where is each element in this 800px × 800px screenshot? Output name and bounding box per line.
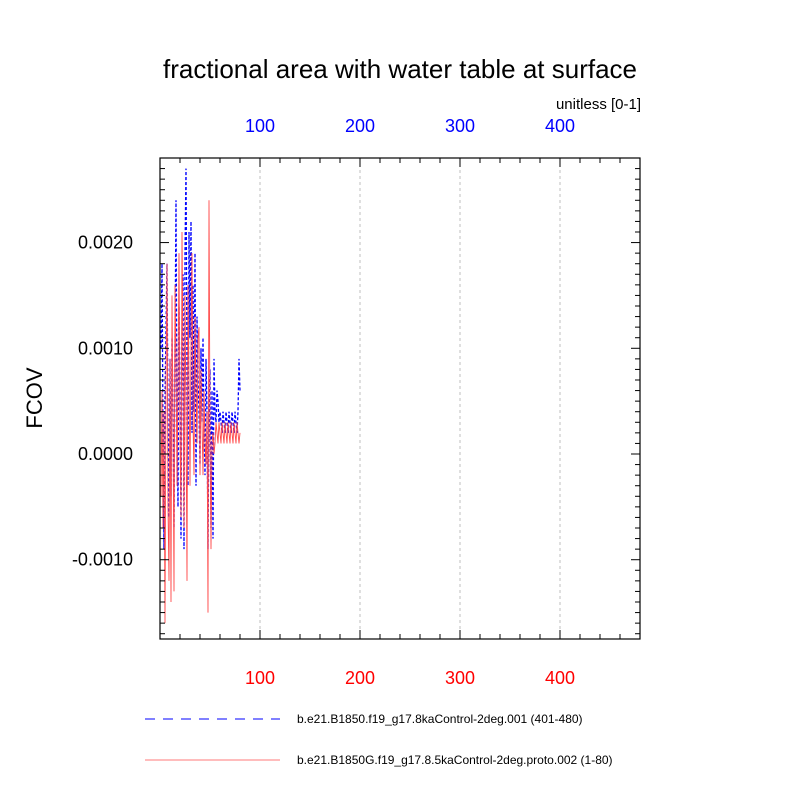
x-tick-label-bottom-100: 100 — [245, 668, 275, 688]
axis-tick-labels: 100 100 200 200 300 300 400 400 -0.0010 0.0000 0.0… — [72, 116, 575, 688]
x-tick-label-top-300: 300 — [445, 116, 475, 136]
grid-lines — [259, 158, 561, 639]
y-tick-label-0: -0.0010 — [72, 550, 133, 570]
legend: b.e21.B1850.f19_g17.8kaControl-2deg.001 … — [145, 712, 613, 767]
x-tick-label-bottom-200: 200 — [345, 668, 375, 688]
series-line-2 — [160, 200, 241, 624]
y-axis-label: FCOV — [22, 367, 47, 428]
y-tick-label-1: 0.0000 — [78, 444, 133, 464]
units-label: unitless [0-1] — [556, 96, 641, 113]
chart-title: fractional area with water table at surf… — [163, 54, 637, 84]
y-tick-label-3: 0.0020 — [78, 233, 133, 253]
x-tick-label-bottom-400: 400 — [545, 668, 575, 688]
axis-ticks — [160, 157, 640, 639]
x-tick-label-top-100: 100 — [245, 116, 275, 136]
x-tick-label-bottom-300: 300 — [445, 668, 475, 688]
x-tick-label-top-200: 200 — [345, 116, 375, 136]
legend-label-series-1: b.e21.B1850.f19_g17.8kaControl-2deg.001 … — [297, 712, 583, 726]
legend-label-series-2: b.e21.B1850G.f19_g17.8.5kaControl-2deg.p… — [297, 753, 613, 767]
x-tick-label-top-400: 400 — [545, 116, 575, 136]
plot-lines — [160, 168, 241, 624]
plot-frame — [159, 157, 641, 640]
y-tick-label-2: 0.0010 — [78, 338, 133, 358]
